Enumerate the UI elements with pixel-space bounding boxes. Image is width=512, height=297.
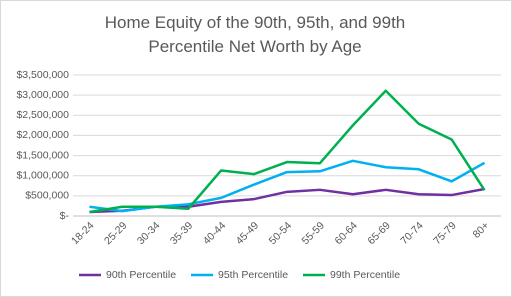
x-tick-label: 45-49 <box>234 219 262 247</box>
x-tick-label: 75-79 <box>431 219 459 247</box>
x-tick-label: 70-74 <box>398 219 426 247</box>
y-tick-label: $2,000,000 <box>16 129 69 141</box>
legend-label: 95th Percentile <box>218 269 288 281</box>
y-tick-label: $- <box>60 210 70 222</box>
y-tick-label: $3,500,000 <box>16 69 69 81</box>
legend-label: 99th Percentile <box>330 269 400 281</box>
x-tick-label: 80+ <box>471 220 492 241</box>
series-line <box>89 89 486 214</box>
y-tick-label: $1,000,000 <box>16 169 69 181</box>
x-tick-label: 65-69 <box>365 219 393 247</box>
x-tick-label: 60-64 <box>332 219 360 247</box>
x-tick-label: 55-59 <box>300 219 328 247</box>
series-line <box>89 159 486 213</box>
x-tick-label: 40-44 <box>201 219 229 247</box>
chart-title: Home Equity of the 90th, 95th, and 99th … <box>104 13 406 56</box>
x-tick-label: 35-39 <box>168 219 196 247</box>
y-tick-label: $2,500,000 <box>16 109 69 121</box>
y-tick-label: $1,500,000 <box>16 149 69 161</box>
x-tick-label: 50-54 <box>267 219 295 247</box>
legend-label: 90th Percentile <box>106 269 176 281</box>
y-tick-label: $3,000,000 <box>16 89 69 101</box>
x-tick-label: 25-29 <box>102 219 130 247</box>
y-tick-label: $500,000 <box>25 190 69 202</box>
x-tick-label: 18-24 <box>69 219 97 247</box>
x-tick-label: 30-34 <box>135 219 163 247</box>
